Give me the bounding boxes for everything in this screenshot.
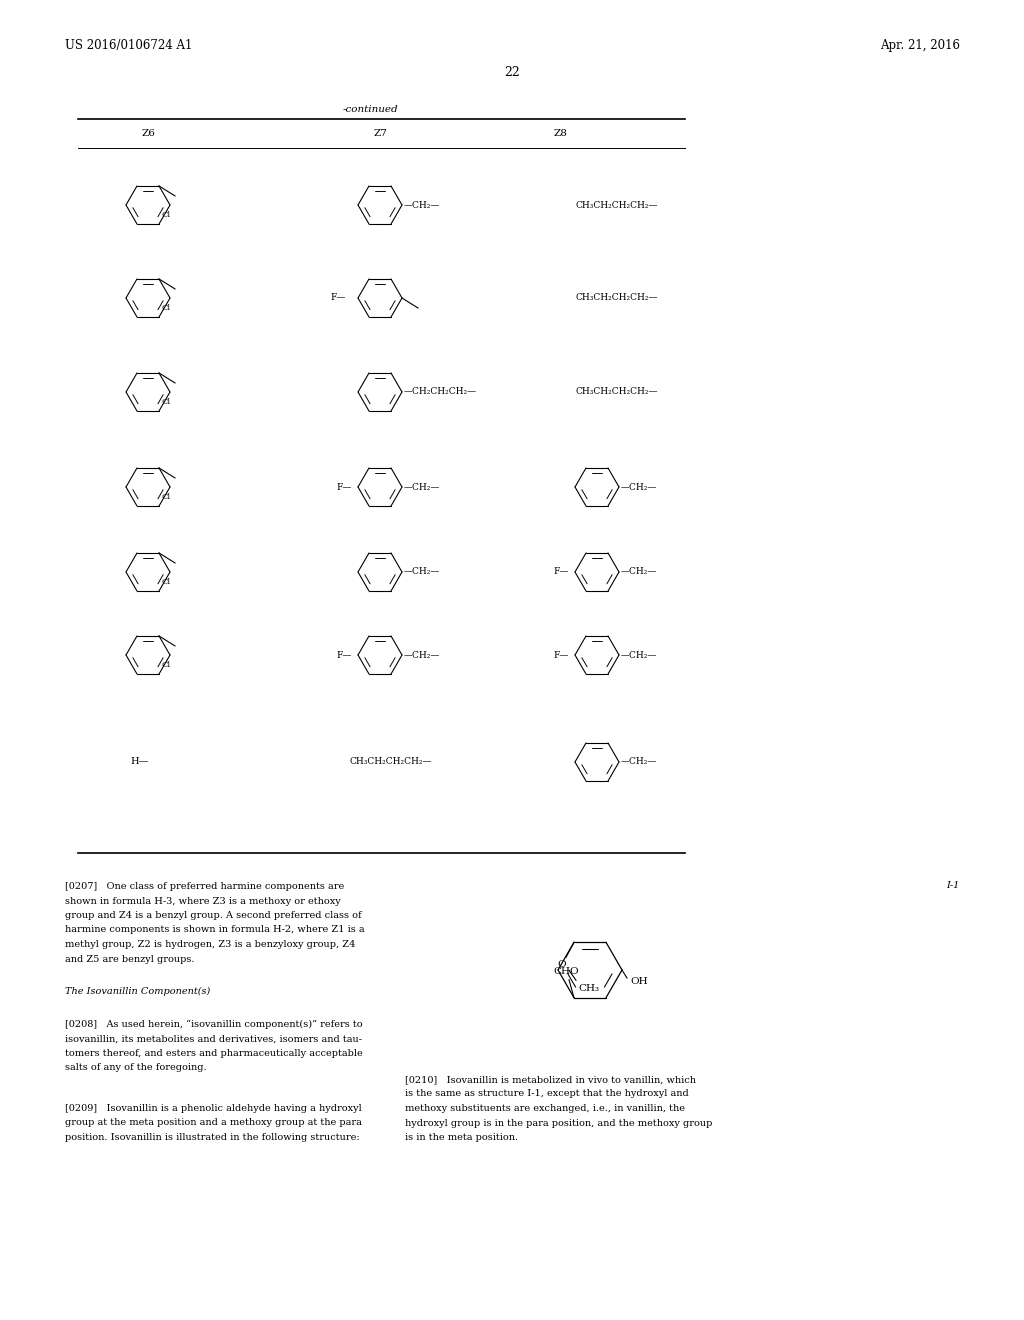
Text: is the same as structure I-1, except that the hydroxyl and: is the same as structure I-1, except tha… [406, 1089, 689, 1098]
Text: methyl group, Z2 is hydrogen, Z3 is a benzyloxy group, Z4: methyl group, Z2 is hydrogen, Z3 is a be… [65, 940, 355, 949]
Text: isovanillin, its metabolites and derivatives, isomers and tau-: isovanillin, its metabolites and derivat… [65, 1035, 362, 1043]
Text: F—: F— [336, 483, 351, 491]
Text: F—: F— [330, 293, 345, 302]
Text: CHO: CHO [553, 966, 579, 975]
Text: [0210]   Isovanillin is metabolized in vivo to vanillin, which: [0210] Isovanillin is metabolized in viv… [406, 1074, 696, 1084]
Text: CH₃CH₂CH₂CH₂—: CH₃CH₂CH₂CH₂— [350, 758, 432, 767]
Text: Z6: Z6 [141, 128, 155, 137]
Text: Apr. 21, 2016: Apr. 21, 2016 [880, 40, 961, 53]
Text: —CH₂—: —CH₂— [404, 651, 440, 660]
Text: —CH₂—: —CH₂— [404, 483, 440, 491]
Text: Cl: Cl [161, 494, 170, 502]
Text: group and Z4 is a benzyl group. A second preferred class of: group and Z4 is a benzyl group. A second… [65, 911, 361, 920]
Text: —CH₂CH₂CH₂—: —CH₂CH₂CH₂— [404, 388, 477, 396]
Text: Cl: Cl [161, 399, 170, 407]
Text: tomers thereof, and esters and pharmaceutically acceptable: tomers thereof, and esters and pharmaceu… [65, 1049, 362, 1057]
Text: Z8: Z8 [553, 128, 567, 137]
Text: CH₃CH₂CH₂CH₂—: CH₃CH₂CH₂CH₂— [575, 293, 657, 302]
Text: F—: F— [553, 651, 568, 660]
Text: The Isovanillin Component(s): The Isovanillin Component(s) [65, 986, 210, 995]
Text: Z7: Z7 [373, 128, 387, 137]
Text: CH₃CH₂CH₂CH₂—: CH₃CH₂CH₂CH₂— [575, 201, 657, 210]
Text: -continued: -continued [342, 106, 397, 115]
Text: Cl: Cl [161, 304, 170, 312]
Text: H—: H— [130, 758, 148, 767]
Text: I-1: I-1 [946, 882, 961, 891]
Text: harmine components is shown in formula H-2, where Z1 is a: harmine components is shown in formula H… [65, 925, 365, 935]
Text: [0208]   As used herein, “isovanillin component(s)” refers to: [0208] As used herein, “isovanillin comp… [65, 1020, 362, 1030]
Text: and Z5 are benzyl groups.: and Z5 are benzyl groups. [65, 954, 195, 964]
Text: CH₃CH₂CH₂CH₂—: CH₃CH₂CH₂CH₂— [575, 388, 657, 396]
Text: —CH₂—: —CH₂— [404, 201, 440, 210]
Text: —CH₂—: —CH₂— [404, 568, 440, 577]
Text: OH: OH [630, 978, 647, 986]
Text: O: O [558, 960, 566, 969]
Text: [0209]   Isovanillin is a phenolic aldehyde having a hydroxyl: [0209] Isovanillin is a phenolic aldehyd… [65, 1104, 361, 1113]
Text: —CH₂—: —CH₂— [621, 758, 657, 767]
Text: group at the meta position and a methoxy group at the para: group at the meta position and a methoxy… [65, 1118, 361, 1127]
Text: —CH₂—: —CH₂— [621, 568, 657, 577]
Text: —CH₂—: —CH₂— [621, 483, 657, 491]
Text: 22: 22 [504, 66, 520, 79]
Text: US 2016/0106724 A1: US 2016/0106724 A1 [65, 40, 193, 53]
Text: position. Isovanillin is illustrated in the following structure:: position. Isovanillin is illustrated in … [65, 1133, 359, 1142]
Text: hydroxyl group is in the para position, and the methoxy group: hydroxyl group is in the para position, … [406, 1118, 713, 1127]
Text: is in the meta position.: is in the meta position. [406, 1133, 518, 1142]
Text: Cl: Cl [161, 661, 170, 669]
Text: methoxy substituents are exchanged, i.e., in vanillin, the: methoxy substituents are exchanged, i.e.… [406, 1104, 685, 1113]
Text: F—: F— [336, 651, 351, 660]
Text: salts of any of the foregoing.: salts of any of the foregoing. [65, 1063, 207, 1072]
Text: CH₃: CH₃ [578, 985, 599, 993]
Text: Cl: Cl [161, 578, 170, 586]
Text: Cl: Cl [161, 211, 170, 219]
Text: F—: F— [553, 568, 568, 577]
Text: [0207]   One class of preferred harmine components are: [0207] One class of preferred harmine co… [65, 882, 344, 891]
Text: shown in formula H-3, where Z3 is a methoxy or ethoxy: shown in formula H-3, where Z3 is a meth… [65, 896, 341, 906]
Text: —CH₂—: —CH₂— [621, 651, 657, 660]
